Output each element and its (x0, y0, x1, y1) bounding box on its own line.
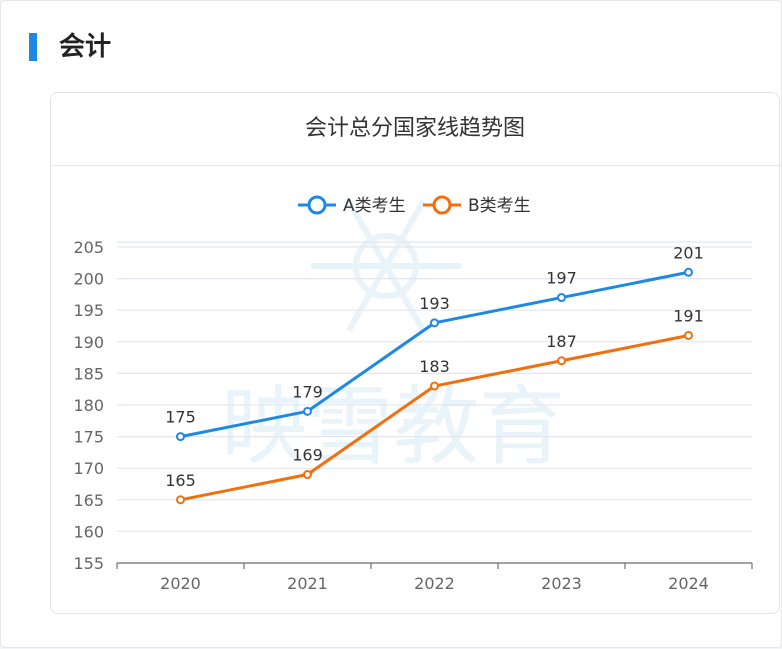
data-label: 183 (419, 357, 450, 376)
y-tick-label: 185 (73, 364, 104, 383)
data-label: 169 (292, 446, 323, 465)
chart-title: 会计总分国家线趋势图 (51, 93, 779, 166)
section-accent-bar (29, 33, 37, 61)
data-point (303, 406, 312, 416)
data-label: 165 (165, 471, 196, 490)
y-tick-label: 195 (73, 301, 104, 320)
y-tick-label: 205 (73, 238, 104, 257)
data-label: 187 (546, 332, 577, 351)
watermark-logo-ring (353, 233, 419, 299)
legend-item-a: A类考生 (298, 195, 406, 216)
watermark-logo-stroke (345, 264, 389, 333)
data-label: 191 (673, 306, 704, 325)
legend-label: B类考生 (468, 196, 531, 216)
x-tick-label: 2022 (414, 574, 455, 593)
data-point (430, 318, 439, 328)
data-label: 175 (165, 408, 196, 427)
watermark-logo-icon (311, 199, 461, 333)
data-label: 179 (292, 382, 323, 401)
data-label: 201 (673, 243, 704, 262)
data-point (557, 293, 566, 303)
legend-label: A类考生 (343, 196, 406, 216)
data-point (684, 267, 693, 277)
y-tick-label: 165 (73, 491, 104, 510)
x-tick-label: 2023 (541, 574, 582, 593)
y-tick-label: 175 (73, 428, 104, 447)
section-title: 会计 (59, 32, 112, 62)
legend-marker-icon (307, 195, 327, 215)
data-point (303, 470, 312, 480)
data-point (176, 495, 185, 505)
legend-item-b: B类考生 (423, 195, 531, 216)
y-tick-label: 170 (73, 459, 104, 478)
data-point (557, 356, 566, 366)
legend-marker-icon (432, 195, 452, 215)
y-tick-label: 180 (73, 396, 104, 415)
x-tick-label: 2021 (287, 574, 328, 593)
watermark-logo-stroke (383, 199, 427, 268)
data-label: 193 (419, 294, 450, 313)
data-point (176, 432, 185, 442)
watermark-logo-stroke (345, 199, 389, 268)
watermark-logo-stroke (383, 264, 427, 333)
y-tick-label: 160 (73, 522, 104, 541)
x-tick-label: 2020 (160, 574, 201, 593)
chart-card: 会计总分国家线趋势图 (50, 92, 780, 614)
y-tick-label: 200 (73, 270, 104, 289)
watermark-text: 映雪教育 (221, 377, 565, 477)
y-tick-label: 190 (73, 333, 104, 352)
watermark: 映雪教育 (221, 199, 565, 477)
data-label: 197 (546, 269, 577, 288)
y-tick-label: 155 (73, 554, 104, 573)
data-point (684, 330, 693, 340)
x-tick-label: 2024 (668, 574, 709, 593)
data-point (430, 381, 439, 391)
